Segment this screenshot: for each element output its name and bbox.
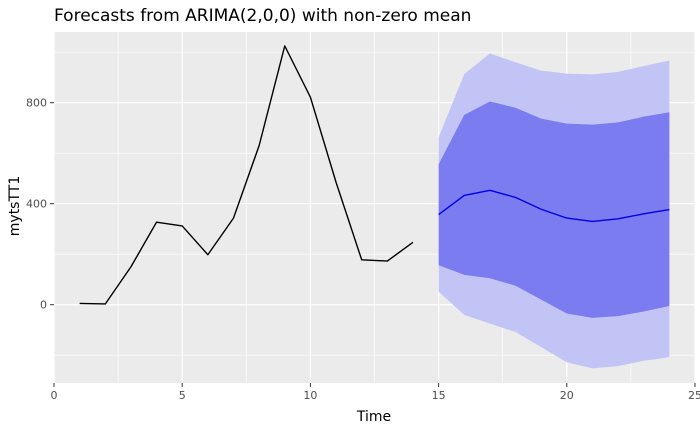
x-tick-label: 20: [560, 389, 574, 402]
forecast-mean-line: [438, 189, 670, 223]
x-tick-label: 10: [303, 389, 317, 402]
y-tick-label: 800: [26, 97, 47, 110]
x-tick-label: 0: [51, 389, 58, 402]
observed-series-line: [79, 45, 414, 305]
y-tick-label: 0: [40, 299, 47, 312]
x-axis-label: Time: [356, 409, 391, 425]
chart-title: Forecasts from ARIMA(2,0,0) with non-zer…: [54, 6, 471, 26]
forecast-80-interval: [438, 101, 670, 318]
x-tick-label: 25: [688, 389, 700, 402]
x-tick-label: 15: [432, 389, 446, 402]
y-tick-label: 400: [26, 198, 47, 211]
y-axis-label: mytsTT1: [7, 176, 23, 236]
x-tick-label: 5: [179, 389, 186, 402]
